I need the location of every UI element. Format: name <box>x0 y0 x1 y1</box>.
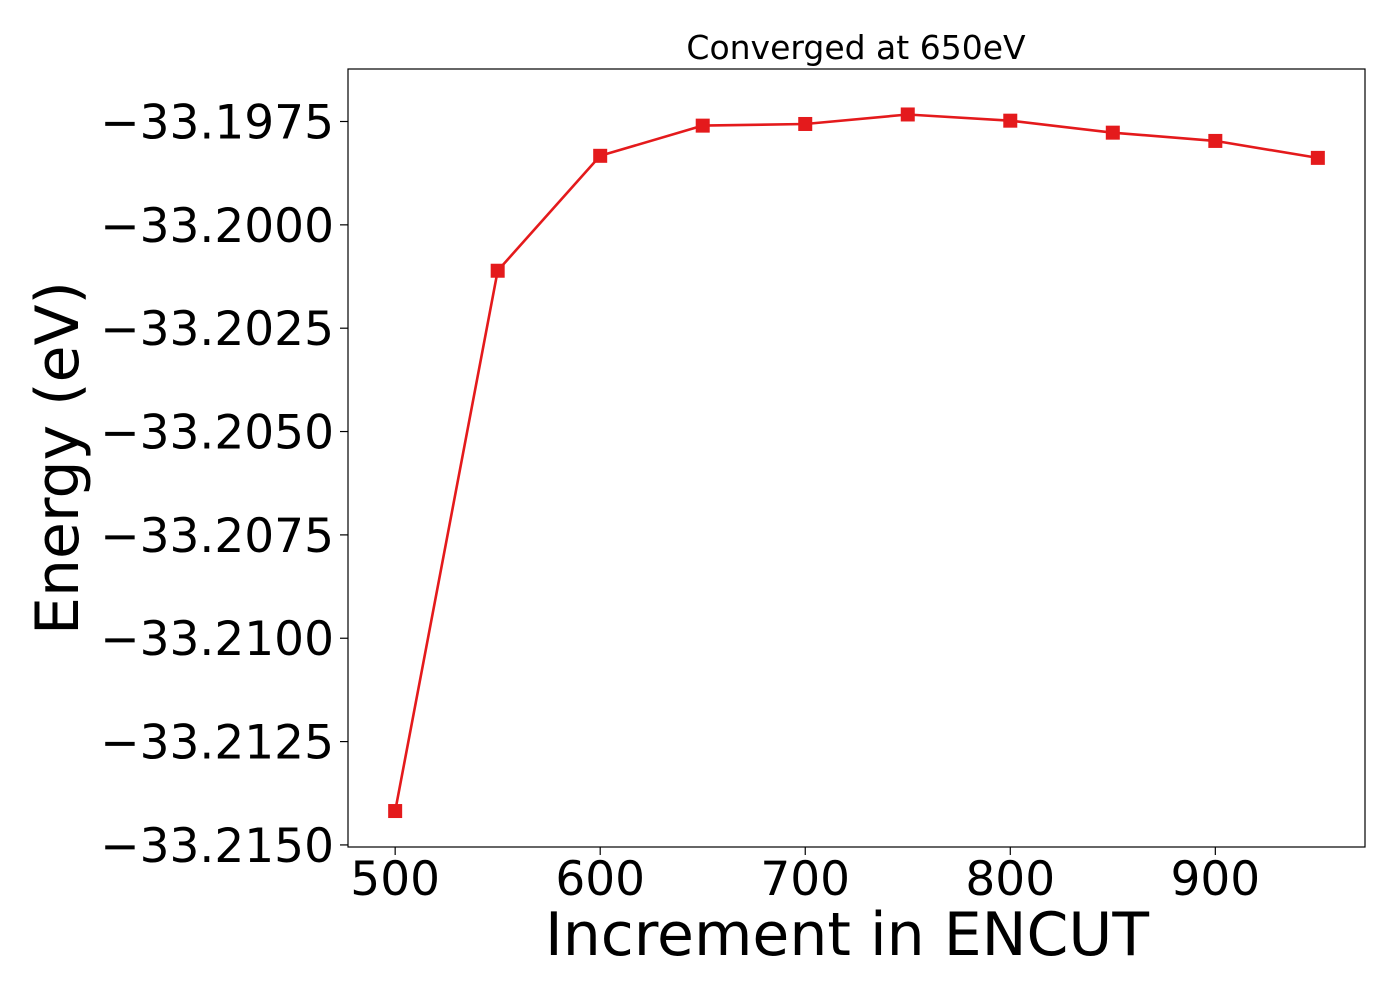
y-tick-label: −33.2000 <box>100 199 334 254</box>
x-axis-label: Increment in ENCUT <box>545 900 1149 970</box>
data-point-marker <box>695 118 710 133</box>
data-point-marker <box>1310 150 1325 165</box>
data-point-marker <box>1003 113 1018 128</box>
data-point-marker <box>798 116 813 131</box>
x-tick-label: 700 <box>760 852 850 907</box>
y-tick-label: −33.2100 <box>100 612 334 667</box>
chart-title: Converged at 650eV <box>686 28 1026 67</box>
y-tick-label: −33.2025 <box>100 302 334 357</box>
y-tick-label: −33.2150 <box>100 819 334 874</box>
data-point-marker <box>900 107 915 122</box>
x-tick-label: 500 <box>350 852 440 907</box>
y-axis: −33.1975 −33.2000 −33.2025 −33.2050 −33.2075… <box>100 96 348 874</box>
y-tick-label: −33.1975 <box>100 96 334 151</box>
y-tick-label: −33.2075 <box>100 509 334 564</box>
data-point-marker <box>388 804 403 819</box>
x-tick-label: 800 <box>965 852 1055 907</box>
x-tick-label: 600 <box>555 852 645 907</box>
y-tick-label: −33.2050 <box>100 406 334 461</box>
y-tick-label: −33.2125 <box>100 716 334 771</box>
data-point-marker <box>1105 125 1120 140</box>
series-layer <box>388 107 1325 819</box>
series-line <box>393 113 1319 812</box>
data-point-marker <box>1208 133 1223 148</box>
plot-area-frame <box>347 68 1366 848</box>
x-axis: 500 600 700 800 900 <box>350 847 1260 907</box>
data-point-marker <box>490 263 505 278</box>
x-tick-label: 900 <box>1170 852 1260 907</box>
data-point-marker <box>593 148 608 163</box>
y-axis-label: Energy (eV) <box>23 281 93 635</box>
